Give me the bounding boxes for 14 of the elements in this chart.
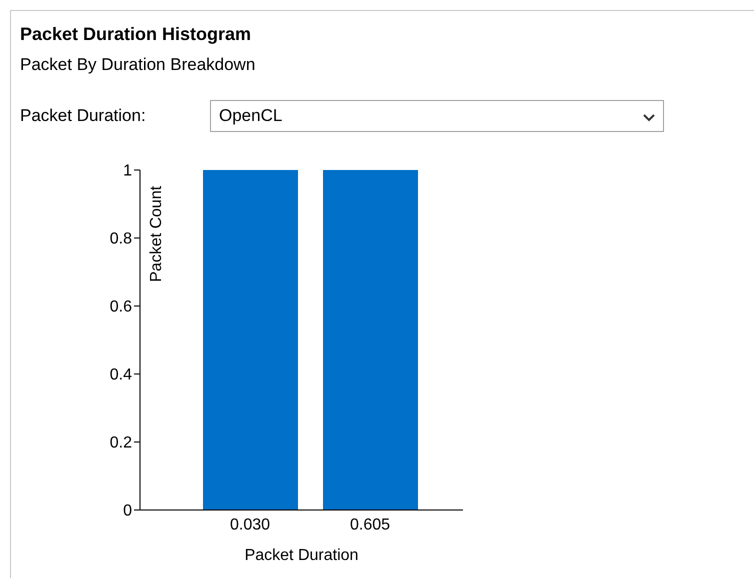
y-tick-label: 1 bbox=[123, 162, 132, 180]
y-tick-label: 0 bbox=[123, 502, 132, 520]
chart-subtitle: Packet By Duration Breakdown bbox=[20, 55, 256, 75]
text: Packet Duration: bbox=[20, 106, 146, 126]
chart-title: Packet Duration Histogram bbox=[20, 24, 252, 45]
y-tick-label: 0.8 bbox=[110, 230, 132, 248]
y-axis-title: Packet Count bbox=[148, 186, 166, 282]
x-tick-label: 0.605 bbox=[350, 516, 390, 534]
y-tick-label: 0.4 bbox=[110, 366, 132, 384]
dropdown-field: OpenCL bbox=[210, 100, 664, 132]
y-tick-label: 0.2 bbox=[110, 434, 132, 452]
y-tick-label: 0.6 bbox=[110, 298, 132, 316]
x-axis-title: Packet Duration bbox=[244, 547, 358, 564]
x-tick-label: 0.030 bbox=[230, 516, 270, 534]
